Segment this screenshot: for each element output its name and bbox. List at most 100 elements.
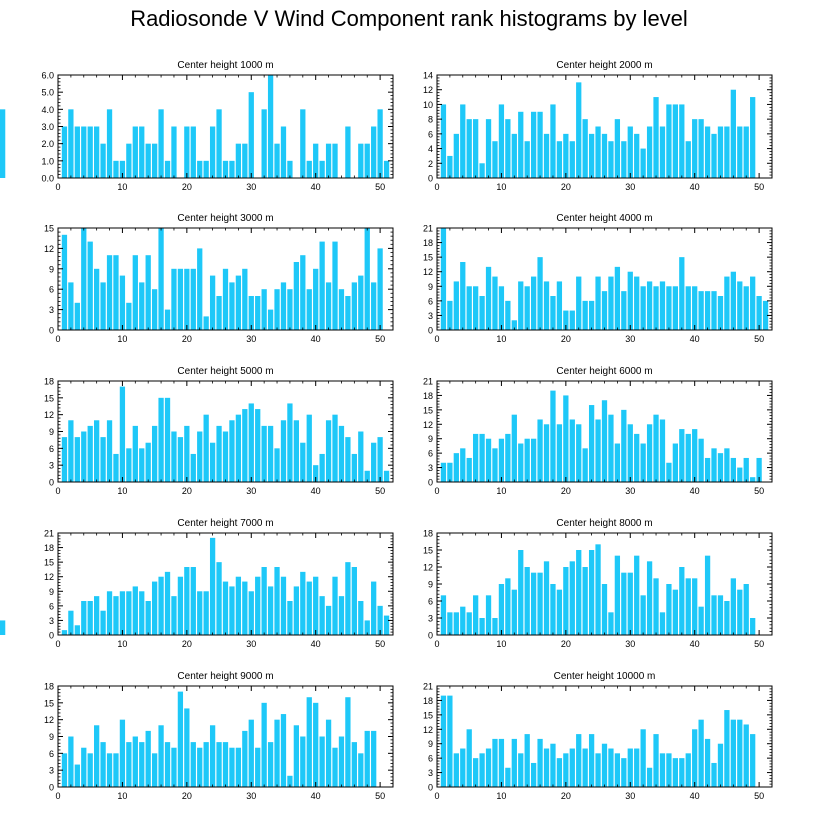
bar (672, 443, 678, 482)
bar (511, 738, 517, 787)
y-tick-label: 9 (49, 427, 54, 437)
bar (614, 266, 621, 330)
bar (711, 595, 717, 635)
bar (563, 753, 569, 787)
bar (614, 753, 621, 787)
bar (151, 581, 158, 635)
bar (81, 601, 87, 635)
bar (325, 282, 332, 330)
x-tick-label: 40 (311, 791, 321, 801)
bar (485, 438, 492, 482)
x-tick-label: 50 (375, 334, 385, 344)
bar (377, 109, 383, 178)
bar (498, 286, 505, 330)
bar (319, 241, 325, 330)
bar (106, 109, 113, 178)
bar (184, 425, 190, 482)
bar (145, 601, 151, 635)
bar (737, 589, 743, 635)
bar (634, 133, 640, 178)
bar (216, 562, 222, 635)
x-tick-label: 40 (690, 334, 700, 344)
chart-panel-3: Center height 3000 m 0 3 6 9 12 15 0 10 20 30 40 50 (44, 213, 394, 344)
bar (724, 448, 730, 482)
bar (447, 462, 453, 482)
bar (518, 550, 524, 635)
bar (300, 736, 306, 787)
bar (563, 395, 569, 482)
x-tick-label: 0 (55, 334, 60, 344)
bar (319, 453, 325, 482)
bar (666, 753, 672, 787)
bar (364, 228, 370, 330)
bar (608, 414, 614, 482)
x-tick-label: 30 (246, 791, 256, 801)
y-tick-label: 18 (44, 543, 54, 553)
panel-title: Center height 10000 m (554, 671, 656, 682)
bar (466, 457, 472, 482)
x-tick-label: 20 (182, 334, 192, 344)
bar (74, 764, 80, 787)
bar (634, 555, 640, 635)
bar (119, 591, 126, 635)
bar (717, 296, 724, 330)
bar (530, 762, 537, 787)
bar (556, 141, 563, 178)
bar (197, 248, 203, 330)
bar (511, 133, 517, 178)
bar (171, 747, 177, 787)
bar (293, 586, 299, 635)
bar (313, 576, 319, 635)
bar (203, 591, 209, 635)
bar (255, 747, 261, 787)
bar (453, 753, 459, 787)
bar (537, 419, 543, 482)
bar (345, 126, 351, 178)
bar (653, 578, 659, 635)
x-tick-label: 10 (117, 791, 127, 801)
bar (608, 141, 614, 178)
bar (750, 734, 756, 787)
x-tick-label: 10 (496, 486, 506, 496)
bar (685, 753, 691, 787)
x-tick-label: 10 (496, 639, 506, 649)
bar (627, 126, 633, 178)
bar (692, 578, 698, 635)
bar (440, 695, 447, 787)
panel-title: Center height 4000 m (556, 213, 652, 224)
y-tick-label: 0 (49, 326, 54, 336)
bar (261, 109, 267, 178)
bar (351, 453, 357, 482)
bar (87, 126, 93, 178)
bar (621, 572, 627, 635)
bar (672, 286, 678, 330)
bar (511, 414, 517, 482)
bar (229, 160, 235, 178)
y-tick-label: 12 (44, 715, 54, 725)
bar (261, 425, 267, 482)
bar (338, 289, 345, 330)
bar (601, 584, 608, 635)
bar (543, 561, 550, 635)
bar (280, 282, 287, 330)
bar (248, 719, 254, 787)
bar (711, 448, 717, 482)
bar (248, 591, 254, 635)
bar (325, 143, 332, 178)
bar (235, 143, 242, 178)
main-title: Radiosonde V Wind Component rank histogr… (130, 6, 688, 31)
bar (132, 425, 138, 482)
bar (94, 725, 100, 787)
bar (756, 457, 762, 482)
bar (119, 160, 126, 178)
y-tick-label: 2 (428, 159, 433, 169)
bar (711, 133, 717, 178)
bar (287, 160, 293, 178)
bar (646, 424, 653, 482)
bar (126, 448, 132, 482)
chart-panel-5: Center height 5000 m 0 3 6 9 12 15 18 0 10 20 30 40 5… (44, 366, 394, 496)
bar (524, 438, 530, 482)
x-tick-label: 10 (117, 639, 127, 649)
bar (737, 467, 743, 482)
bar (692, 429, 698, 482)
